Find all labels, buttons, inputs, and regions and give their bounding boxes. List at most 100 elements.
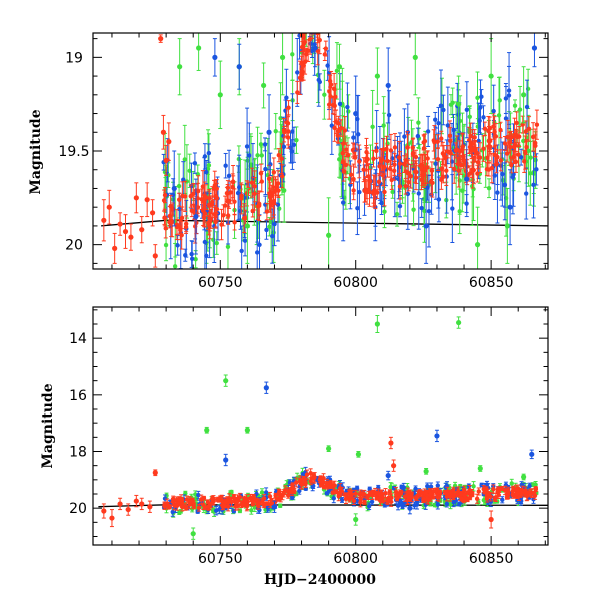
red-point (239, 501, 244, 509)
blue-point (423, 187, 429, 264)
red-point (220, 500, 225, 511)
x-tick-label: 60850 (469, 275, 514, 291)
blue-point (407, 502, 413, 515)
red-point (245, 497, 250, 506)
y-tick-label: 19 (65, 50, 83, 66)
blue-point (414, 499, 420, 510)
blue-point (223, 152, 228, 179)
red-point (522, 149, 527, 173)
red-point (458, 491, 463, 497)
red-point (439, 130, 444, 147)
blue-point (436, 176, 442, 223)
red-point (226, 206, 231, 225)
blue-point (434, 429, 440, 443)
red-point (454, 135, 460, 165)
blue-point (433, 111, 438, 128)
red-point (152, 469, 158, 477)
green-point (244, 426, 250, 434)
red-point (399, 489, 404, 496)
red-point (336, 118, 341, 144)
red-point (180, 181, 185, 211)
red-point (224, 186, 230, 200)
green-point (504, 187, 510, 264)
red-point (376, 173, 382, 191)
green-point (474, 206, 481, 269)
red-point (106, 189, 112, 225)
red-point (319, 477, 325, 486)
red-point (214, 182, 219, 214)
red-point (332, 114, 337, 142)
red-point (279, 164, 285, 189)
blue-point (425, 115, 431, 147)
blue-point (385, 470, 391, 481)
red-point (366, 163, 371, 190)
green-point (488, 38, 494, 115)
y-tick-label: 20 (65, 238, 83, 254)
blue-point (203, 160, 209, 185)
red-point (327, 74, 333, 88)
red-point (259, 170, 264, 193)
blue-point (450, 174, 455, 243)
red-point (473, 141, 478, 162)
green-point (456, 316, 462, 329)
blue-point (524, 79, 530, 135)
blue-point (254, 219, 260, 269)
red-point (228, 180, 233, 205)
green-point (326, 445, 332, 452)
red-point (413, 495, 419, 501)
red-point (112, 232, 118, 264)
red-point (408, 163, 414, 189)
blue-point (312, 33, 318, 68)
x-tick-label: 60850 (469, 551, 514, 567)
red-point (461, 144, 466, 169)
blue-point (531, 33, 538, 68)
red-point (505, 486, 511, 497)
red-point (533, 134, 538, 158)
blue-point (266, 94, 272, 171)
red-point (271, 187, 276, 219)
red-point (183, 215, 189, 233)
red-point (125, 503, 131, 516)
x-tick-label: 60750 (198, 275, 243, 291)
red-point (330, 490, 336, 495)
red-point (429, 161, 435, 180)
blue-point (415, 127, 421, 145)
red-point (499, 485, 505, 492)
red-point (476, 487, 481, 496)
red-point (348, 165, 354, 184)
red-point (163, 144, 169, 176)
red-point (366, 491, 371, 501)
red-point (475, 164, 480, 183)
blue-point (339, 497, 345, 503)
green-point (475, 71, 480, 125)
red-point (215, 496, 220, 503)
red-point (177, 496, 182, 502)
blue-point (316, 53, 321, 107)
red-point (523, 120, 529, 143)
red-point (147, 500, 153, 513)
red-point (439, 169, 444, 190)
red-point (230, 173, 235, 201)
red-point (128, 223, 134, 251)
red-point (101, 199, 107, 242)
red-point (209, 195, 215, 215)
blue-point (438, 69, 444, 142)
red-point (303, 478, 308, 487)
red-point (179, 220, 184, 250)
top-panel-ylabel: Magnitude (28, 109, 44, 194)
red-point (273, 178, 279, 196)
red-point (202, 505, 208, 510)
red-point (289, 486, 295, 497)
green-point (450, 87, 455, 119)
green-point (481, 495, 487, 506)
green-point (204, 426, 210, 434)
red-point (189, 500, 194, 505)
red-point (388, 493, 393, 503)
green-point (210, 508, 216, 513)
blue-point (451, 113, 456, 146)
red-point (353, 489, 358, 498)
red-point (496, 490, 501, 500)
red-point (139, 497, 145, 511)
red-point (515, 130, 520, 144)
